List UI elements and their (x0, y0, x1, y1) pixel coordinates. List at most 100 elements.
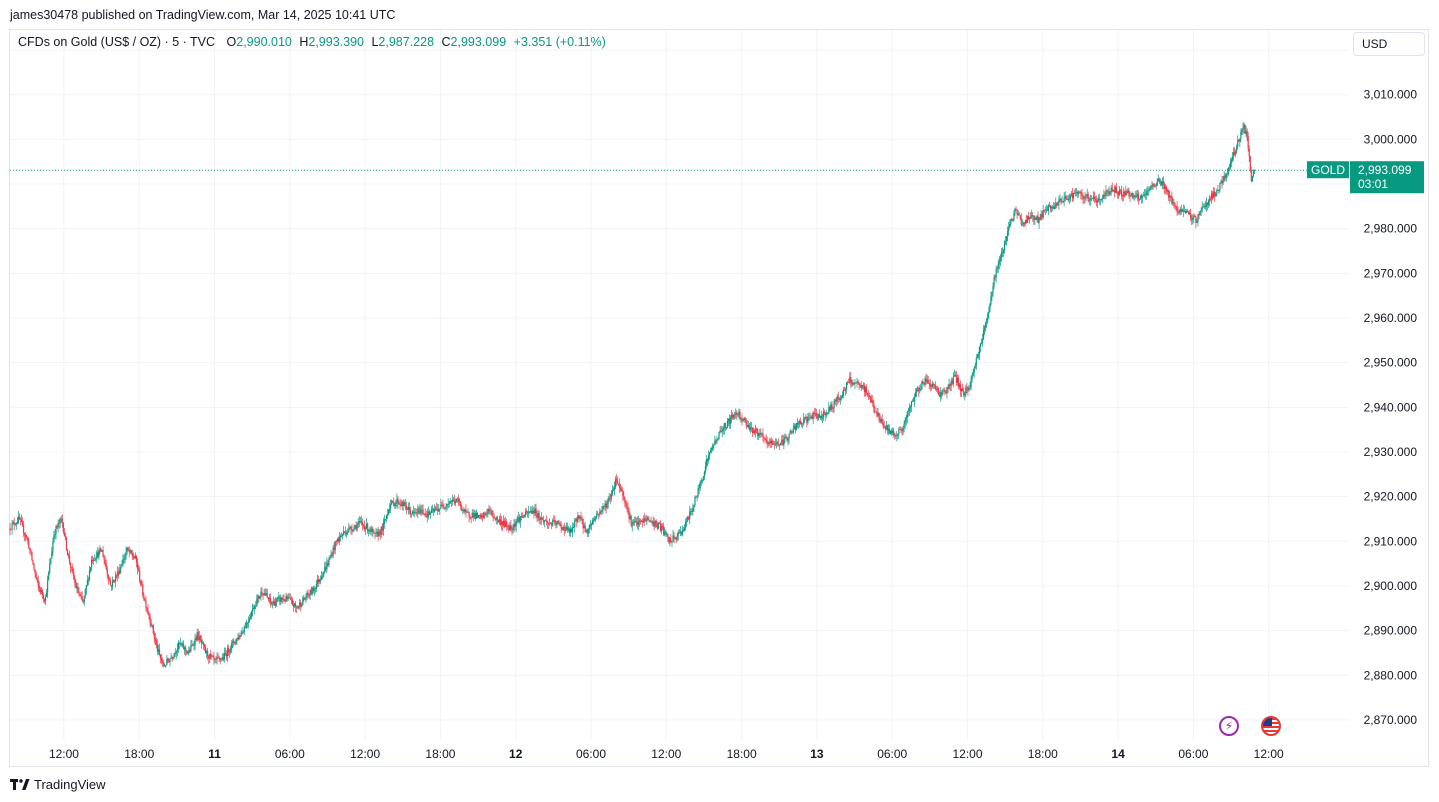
candle-body (487, 509, 489, 514)
candle-body (623, 495, 625, 499)
candle-body (908, 408, 910, 412)
candle-body (771, 440, 773, 445)
candle-body (374, 532, 376, 534)
candle-body (409, 510, 412, 515)
candle-body (1014, 208, 1016, 214)
candle-body (997, 263, 999, 269)
candle-body (138, 569, 140, 571)
symbol-name[interactable]: CFDs on Gold (US$ / OZ) · 5 · TVC (18, 35, 216, 49)
candle-body (626, 506, 628, 508)
candle-body (1137, 193, 1139, 200)
candle-body (860, 385, 862, 389)
candle-body (420, 510, 422, 514)
candle-body (802, 423, 804, 425)
candle-body (560, 524, 562, 528)
candle-body (596, 515, 598, 518)
candle-body (874, 408, 876, 412)
candle-body (1225, 174, 1227, 179)
candle-body (603, 506, 605, 507)
candle-body (335, 541, 337, 542)
candle-body (935, 389, 938, 390)
candle-body (372, 530, 374, 532)
candle-body (1052, 206, 1054, 208)
candle-body (1094, 199, 1097, 201)
candle-body (606, 503, 608, 508)
candle-body (144, 599, 146, 601)
candle-body (592, 520, 595, 522)
candle-body (1140, 195, 1143, 198)
candle-body (743, 417, 745, 421)
candle-body (1249, 156, 1251, 171)
candle-body (544, 520, 547, 522)
candle-body (693, 505, 695, 508)
candle-body (151, 624, 153, 626)
candle-body (53, 535, 55, 543)
candle-body (842, 389, 845, 396)
candle-body (444, 507, 446, 509)
candle-body (270, 601, 273, 605)
candle-body (1018, 213, 1020, 216)
candle-body (243, 627, 245, 633)
x-tick-label: 06:00 (275, 747, 305, 761)
candle-body (119, 568, 121, 575)
candle-body (494, 518, 496, 520)
candle-body (738, 411, 740, 416)
candle-body (117, 571, 119, 576)
candle-body (185, 647, 187, 651)
candle-body (291, 599, 293, 605)
candle-body (690, 511, 692, 512)
candle-body (1242, 128, 1244, 130)
candle-body (826, 413, 828, 416)
candle-body (917, 387, 919, 390)
candle-body (97, 552, 99, 558)
candle-body (506, 521, 508, 527)
candle-body (321, 576, 323, 580)
candle-body (1076, 191, 1078, 193)
candle-body (962, 388, 964, 392)
candle-body (410, 513, 413, 515)
candle-body (459, 501, 461, 503)
candle-body (898, 429, 900, 434)
candle-body (63, 532, 65, 537)
candle-body (703, 471, 705, 477)
x-tick-label: 12:00 (1254, 747, 1284, 761)
candle-body (19, 519, 22, 520)
candle-body (276, 598, 278, 603)
candle-body (983, 329, 985, 339)
candle-body (1000, 252, 1002, 258)
candle-body (1239, 138, 1241, 142)
candle-body (1065, 196, 1067, 199)
candle-body (644, 518, 646, 521)
candle-body (165, 665, 167, 666)
us-flag-icon[interactable] (1261, 716, 1281, 736)
candle-body (581, 518, 583, 520)
flash-icon[interactable]: ⚡ (1219, 716, 1239, 736)
candle-body (799, 420, 802, 425)
candle-body (652, 521, 654, 524)
candle-body (901, 430, 903, 432)
candle-body (663, 526, 665, 535)
candle-body (725, 427, 727, 429)
candle-body (417, 509, 419, 514)
candle-body (158, 649, 161, 655)
candle-body (846, 383, 848, 390)
candle-body (1134, 195, 1136, 198)
tradingview-logo[interactable]: TradingView (10, 777, 106, 792)
candle-body (1010, 219, 1012, 224)
candle-body (166, 658, 168, 666)
candle-body (382, 523, 384, 531)
candle-body (155, 640, 158, 645)
candle-body (1148, 190, 1150, 191)
candle-body (1163, 184, 1166, 189)
candle-body (904, 420, 906, 424)
candle-body (96, 552, 98, 559)
candle-body (428, 511, 430, 515)
candle-body (387, 509, 390, 515)
candle-body (1178, 212, 1180, 214)
candle-body (1054, 206, 1056, 209)
candle-body (1107, 190, 1109, 192)
currency-button[interactable]: USD (1353, 32, 1425, 56)
candle-body (225, 653, 228, 657)
candle-body (866, 393, 869, 396)
